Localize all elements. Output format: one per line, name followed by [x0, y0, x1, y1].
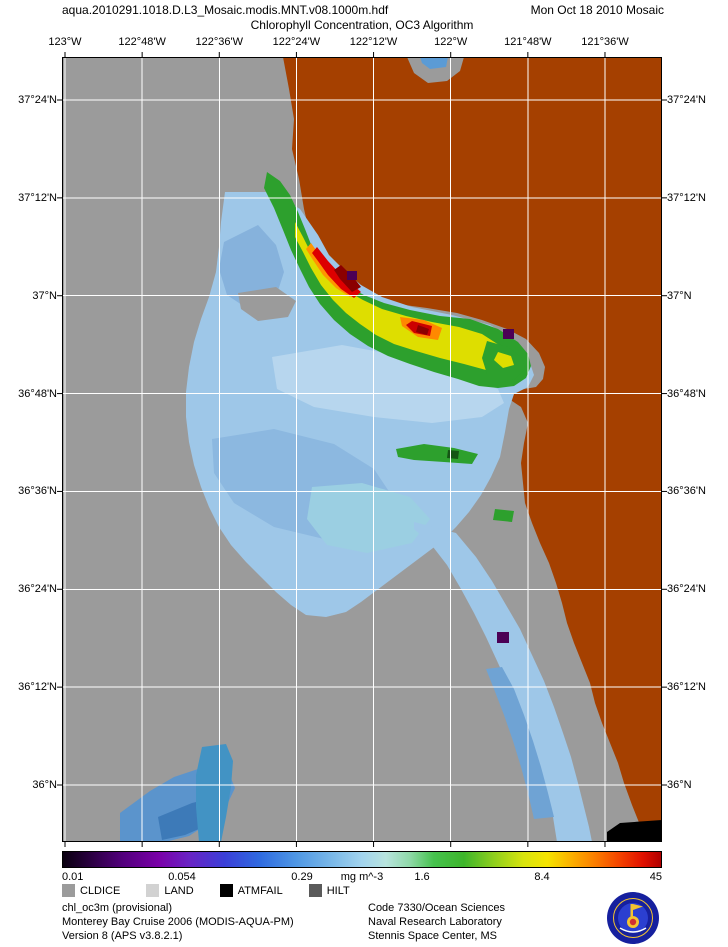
map-region-chl-green-small [493, 509, 514, 522]
product-name: chl_oc3m (provisional) [62, 902, 173, 914]
lon-tick-label: 123°W [48, 36, 82, 48]
colorbar-tick-label: 1.6 [414, 871, 430, 883]
map-region-chl-high-yellow-band [295, 222, 507, 370]
map-region-chl-band-south-medium [486, 667, 554, 819]
map-region-sf-bay-cloud [407, 57, 464, 83]
lon-tick-label: 122°12'W [349, 36, 398, 48]
legend-label: LAND [164, 884, 194, 897]
logo-wave [619, 927, 647, 933]
legend-label: ATMFAIL [237, 884, 283, 897]
map-region-chl-darkgreen-dot [447, 450, 459, 459]
nrl-logo-icon [607, 892, 659, 944]
lat-tick-label-right: 36°24'N [667, 583, 706, 596]
logo-globe-core [629, 918, 637, 926]
lat-tick-label-left: 36°36'N [18, 485, 57, 498]
map-region-chl-purple-south [497, 632, 509, 643]
map-region-chl-green-streak [396, 444, 478, 464]
lat-tick-label-right: 36°N [667, 778, 692, 791]
lon-tick-label: 122°24'W [272, 36, 321, 48]
colorbar-tick-label: 0.29 [291, 871, 313, 883]
legend-item-cldice: CLDICE [62, 884, 120, 897]
lon-tick-label: 122°36'W [195, 36, 244, 48]
legend-item-hilt: HILT [308, 884, 350, 897]
legend-swatch [219, 884, 233, 897]
mosaic-date-title: Mon Oct 18 2010 Mosaic [530, 3, 664, 17]
lat-tick-label-left: 36°24'N [18, 583, 57, 596]
footer-right: Code 7330/Ocean Sciences Naval Research … [368, 901, 505, 943]
map-canvas [57, 52, 667, 847]
logo-inner-ring [613, 898, 653, 938]
lat-tick-label-left: 37°24'N [18, 94, 57, 106]
legend-swatch [308, 884, 322, 897]
lon-tick-label: 121°48'W [504, 36, 552, 48]
lat-tick-label-right: 36°36'N [667, 485, 706, 498]
file-name-title: aqua.2010291.1018.D.L3_Mosaic.modis.MNT.… [62, 3, 389, 17]
lon-tick-label: 122°48'W [118, 36, 166, 48]
legend-label: HILT [326, 884, 350, 897]
colorbar-tick-label: 8.4 [534, 871, 550, 883]
lat-tick-label-left: 36°12'N [18, 681, 57, 694]
mask-legend: CLDICE LAND ATMFAIL HILT [62, 884, 350, 897]
map-region-chl-yellow-east [494, 352, 514, 368]
lat-tick-label-right: 37°24'N [667, 94, 706, 106]
lat-tick-label-right: 36°48'N [667, 387, 706, 400]
org-name: Naval Research Laboratory [368, 916, 502, 928]
lat-tick-label-left: 37°N [32, 289, 57, 302]
map-region-chl-medium-upper [219, 225, 284, 309]
legend-item-atmfail: ATMFAIL [219, 884, 283, 897]
colorbar-gradient [62, 851, 662, 868]
legend-swatch [146, 884, 160, 897]
cruise-name: Monterey Bay Cruise 2006 (MODIS-AQUA-PM) [62, 916, 294, 928]
legend-label: CLDICE [80, 884, 121, 897]
lat-tick-label-left: 36°N [32, 778, 57, 791]
version-label: Version 8 (APS v3.8.2.1) [62, 930, 183, 942]
map-region-chl-darkred-mouth [416, 325, 429, 335]
colorbar-tick-label: 0.01 [62, 871, 84, 883]
plot-subtitle: Chlorophyll Concentration, OC3 Algorithm [250, 18, 474, 32]
map-region-chl-purple-north [347, 271, 357, 280]
map-region-land [283, 57, 662, 842]
legend-item-land: LAND [146, 884, 194, 897]
map-region-chl-purple-east [503, 329, 514, 339]
lat-tick-label-right: 36°12'N [667, 681, 706, 694]
lat-tick-label-left: 37°12'N [18, 191, 57, 204]
lat-tick-label-left: 36°48'N [18, 387, 57, 400]
map-region-chl-light-center [272, 345, 504, 423]
org-code: Code 7330/Ocean Sciences [368, 902, 505, 914]
colorbar-units-label: mg m^-3 [340, 871, 384, 883]
map-region-chl-coastal-band-south [414, 522, 592, 842]
map-region-chl-cyan-spot [307, 483, 430, 553]
legend-swatch [62, 884, 75, 897]
footer-left: chl_oc3m (provisional) Monterey Bay Crui… [62, 901, 294, 943]
lat-tick-label-right: 37°N [667, 289, 692, 302]
logo-flagpole [630, 904, 633, 917]
lon-tick-label: 122°W [434, 36, 468, 48]
colorbar-tick-label: 45 [649, 871, 662, 883]
logo-flag [633, 904, 643, 910]
map-region-sf-bay-water [420, 57, 448, 69]
colorbar-tick-label: 0.054 [168, 871, 196, 883]
map-region-atmfail-patch [607, 820, 662, 842]
map-border [62, 57, 662, 842]
lon-tick-label: 121°36'W [581, 36, 629, 48]
map-region-chl-bottom-tongue [196, 744, 233, 842]
org-location: Stennis Space Center, MS [368, 930, 498, 942]
lat-tick-label-right: 37°12'N [667, 191, 706, 204]
